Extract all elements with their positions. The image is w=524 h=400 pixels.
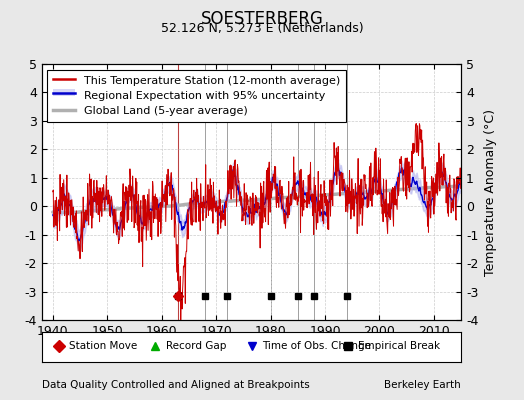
Text: Data Quality Controlled and Aligned at Breakpoints: Data Quality Controlled and Aligned at B… — [42, 380, 310, 390]
Text: Berkeley Earth: Berkeley Earth — [385, 380, 461, 390]
Y-axis label: Temperature Anomaly (°C): Temperature Anomaly (°C) — [484, 108, 497, 276]
Text: Record Gap: Record Gap — [166, 341, 226, 351]
Text: 52.126 N, 5.273 E (Netherlands): 52.126 N, 5.273 E (Netherlands) — [161, 22, 363, 35]
Text: Time of Obs. Change: Time of Obs. Change — [262, 341, 371, 351]
Legend: This Temperature Station (12-month average), Regional Expectation with 95% uncer: This Temperature Station (12-month avera… — [48, 70, 346, 122]
Text: SOESTERBERG: SOESTERBERG — [201, 10, 323, 28]
Text: Empirical Break: Empirical Break — [358, 341, 441, 351]
Text: Station Move: Station Move — [69, 341, 137, 351]
